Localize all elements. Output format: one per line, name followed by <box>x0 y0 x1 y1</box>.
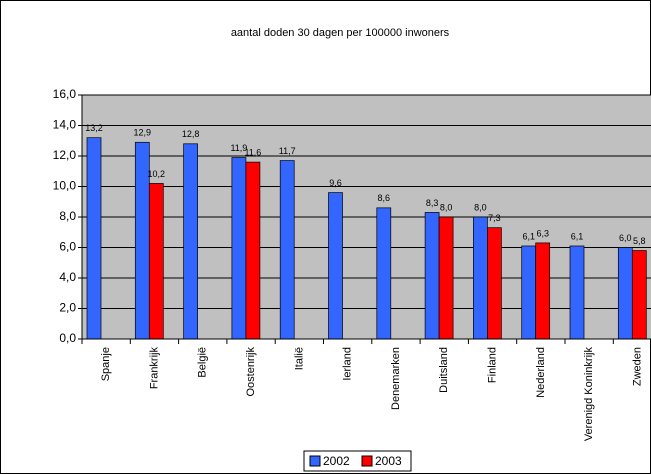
x-tick-label: Oostenrijk <box>245 347 257 397</box>
bar <box>487 227 502 340</box>
value-label: 13,2 <box>85 123 103 133</box>
legend-swatch <box>361 455 373 467</box>
y-tick-label: 14,0 <box>53 118 77 132</box>
x-tick-label: Zweden <box>631 347 643 386</box>
bar <box>183 143 198 340</box>
y-tick-label: 0,0 <box>59 331 76 345</box>
x-tick-label: Duitsland <box>438 347 450 393</box>
x-tick-label: Verenigd Koninkrijk <box>583 347 595 442</box>
bar <box>328 192 343 340</box>
value-label: 6,3 <box>536 228 549 238</box>
x-tick-label: Nederland <box>535 347 547 398</box>
value-label: 11,9 <box>230 143 247 153</box>
value-label: 6,0 <box>619 233 632 243</box>
bar <box>86 137 102 340</box>
x-tick-label: Spanje <box>100 347 112 381</box>
bar <box>279 160 295 340</box>
bar <box>231 157 247 340</box>
value-label: 8,6 <box>378 193 391 203</box>
value-label: 8,0 <box>474 202 487 212</box>
value-label: 9,6 <box>329 178 342 188</box>
y-tick-label: 16,0 <box>53 87 77 101</box>
value-label: 6,1 <box>571 231 584 241</box>
x-tick-label: Italië <box>293 347 305 370</box>
bar <box>376 207 392 340</box>
y-tick-label: 10,0 <box>53 179 77 193</box>
legend-swatch <box>309 455 321 467</box>
x-tick-label: België <box>197 347 209 378</box>
bar <box>438 216 454 340</box>
value-label: 8,3 <box>426 198 439 208</box>
bar <box>424 212 440 340</box>
bar <box>535 242 551 340</box>
value-label: 5,8 <box>633 236 646 246</box>
bar <box>631 250 647 340</box>
value-label: 11,7 <box>279 146 296 156</box>
legend-box <box>303 450 412 472</box>
bar <box>521 245 537 340</box>
x-tick-label: Finland <box>486 347 498 383</box>
y-tick-label: 12,0 <box>53 148 77 162</box>
legend-label: 2002 <box>323 454 350 468</box>
chart-title: aantal doden 30 dagen per 100000 inwoner… <box>231 27 450 39</box>
value-label: 10,2 <box>148 169 166 179</box>
y-tick-label: 8,0 <box>59 209 76 223</box>
value-label: 7,3 <box>488 213 501 223</box>
value-label: 8,0 <box>440 202 453 212</box>
value-label: 11,6 <box>244 147 261 157</box>
value-label: 12,9 <box>134 128 152 138</box>
y-tick-label: 6,0 <box>59 240 76 254</box>
bar <box>245 161 261 340</box>
bar <box>473 216 488 340</box>
y-tick-label: 4,0 <box>59 270 76 284</box>
bar <box>148 183 164 340</box>
x-tick-label: Ierland <box>342 347 354 381</box>
bar <box>617 247 633 340</box>
x-tick-label: Denemarken <box>390 347 402 410</box>
bar <box>569 245 585 340</box>
x-tick-label: Frankrijk <box>148 347 160 390</box>
value-label: 12,8 <box>182 129 200 139</box>
y-tick-label: 2,0 <box>59 301 76 315</box>
legend-label: 2003 <box>375 454 402 468</box>
value-label: 6,1 <box>522 231 535 241</box>
